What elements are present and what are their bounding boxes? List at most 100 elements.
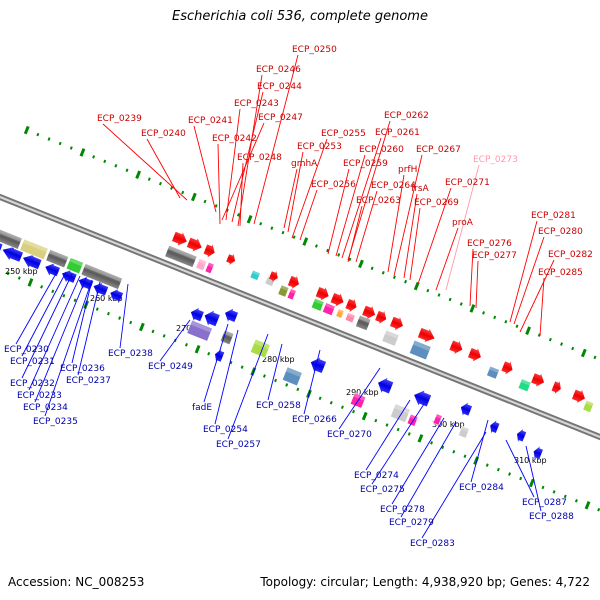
upper-tick — [23, 125, 30, 135]
upper-tick — [370, 266, 374, 271]
upper-tick — [281, 230, 285, 235]
gene-label: ECP_0287 — [522, 498, 567, 508]
label-leader — [519, 259, 555, 333]
upper-tick — [292, 235, 296, 239]
label-leader — [417, 187, 452, 285]
gene-label: ECP_0285 — [538, 268, 583, 278]
gene-label: ECP_0253 — [297, 142, 342, 152]
label-leader — [291, 138, 328, 239]
reverse-strand-gene — [516, 428, 527, 442]
upper-tick — [203, 199, 207, 204]
reverse-strand-gene — [414, 390, 432, 407]
upper-tick — [437, 293, 441, 297]
upper-tick — [92, 155, 96, 159]
lower-tick — [340, 405, 344, 409]
lower-tick — [51, 289, 55, 294]
lower-tick — [40, 285, 44, 289]
gene-label: ECP_0263 — [356, 196, 401, 206]
lower-tick — [485, 463, 489, 467]
gene-block — [335, 308, 345, 319]
gene-label: ECP_0244 — [257, 82, 302, 92]
label-leader — [327, 168, 350, 255]
genome-backbone — [0, 193, 600, 441]
label-leader — [34, 277, 87, 403]
gene-block — [310, 297, 325, 312]
gene-label: ECP_0254 — [203, 425, 248, 435]
upper-tick — [580, 348, 587, 358]
gene-label: ECP_0270 — [327, 430, 372, 440]
lower-tick — [106, 311, 110, 316]
lower-tick — [407, 432, 411, 436]
topology-text: Topology: circular; Length: 4,938,920 bp… — [260, 575, 590, 589]
gene-block — [381, 329, 400, 347]
reverse-strand-gene — [190, 307, 204, 322]
label-leader — [267, 343, 283, 401]
lower-tick — [496, 467, 500, 472]
label-leader — [119, 283, 129, 349]
upper-tick — [392, 275, 396, 279]
reverse-strand-gene — [2, 246, 24, 262]
upper-tick — [448, 297, 452, 302]
upper-tick — [560, 342, 564, 346]
label-leader — [21, 271, 67, 357]
label-leader — [347, 120, 391, 261]
upper-tick — [548, 337, 552, 342]
gene-block — [389, 403, 411, 424]
gene-block — [164, 244, 198, 268]
upper-tick — [426, 288, 430, 293]
lower-tick — [574, 499, 578, 503]
scale-label: 290 kbp — [346, 388, 379, 397]
lower-tick — [452, 450, 456, 454]
forward-strand-gene — [226, 253, 236, 265]
gene-block — [517, 378, 532, 393]
gene-label: ECP_0234 — [23, 403, 68, 413]
upper-tick — [147, 177, 151, 181]
label-leader — [400, 421, 457, 518]
lower-tick — [274, 378, 278, 383]
label-leader — [475, 260, 479, 309]
lower-tick — [95, 307, 99, 311]
lower-tick — [352, 409, 356, 414]
gene-label: ECP_0275 — [360, 485, 405, 495]
map-title: Escherichia coli 536, complete genome — [172, 9, 428, 24]
reverse-strand-gene — [204, 310, 220, 327]
label-leader — [355, 190, 378, 263]
lower-tick — [162, 334, 166, 338]
upper-tick — [337, 253, 341, 257]
gene-label: ECP_0239 — [97, 114, 142, 124]
reverse-strand-gene — [460, 402, 473, 416]
gene-label: ECP_0262 — [384, 111, 429, 121]
forward-strand-gene — [389, 316, 403, 331]
lower-tick — [329, 400, 333, 405]
scale-label: 310 kbp — [514, 456, 547, 465]
gene-label: ECP_0236 — [60, 364, 105, 374]
gene-label: ECP_0249 — [148, 362, 193, 372]
reverse-strand-gene — [490, 420, 500, 434]
upper-tick — [482, 311, 486, 315]
upper-tick — [259, 221, 263, 226]
gene-block — [249, 338, 271, 359]
gene-label: ECP_0231 — [10, 357, 55, 367]
gene-block — [195, 258, 208, 272]
gene-label: ECP_0282 — [548, 250, 593, 260]
upper-tick — [404, 279, 408, 284]
gene-block — [186, 319, 213, 342]
reverse-strand-gene — [310, 357, 327, 374]
gene-block — [0, 224, 23, 250]
label-leader — [102, 123, 188, 201]
upper-tick — [302, 237, 309, 246]
gene-label: ECP_0247 — [258, 113, 303, 123]
upper-tick — [114, 164, 118, 168]
gene-block — [408, 339, 432, 361]
label-leader — [335, 154, 366, 257]
label-leader — [365, 399, 411, 471]
label-leader — [409, 207, 421, 281]
lower-tick — [441, 445, 445, 450]
gene-block — [249, 269, 261, 281]
label-leaders — [15, 54, 555, 539]
feature-labels: ECP_0250 ECP_0246 ECP_0244 ECP_0243 ECP_0247… — [4, 45, 593, 549]
label-leader — [227, 333, 269, 440]
upper-tick — [47, 137, 51, 141]
gene-label: ECP_0264 — [371, 181, 416, 191]
upper-tick — [314, 244, 318, 248]
